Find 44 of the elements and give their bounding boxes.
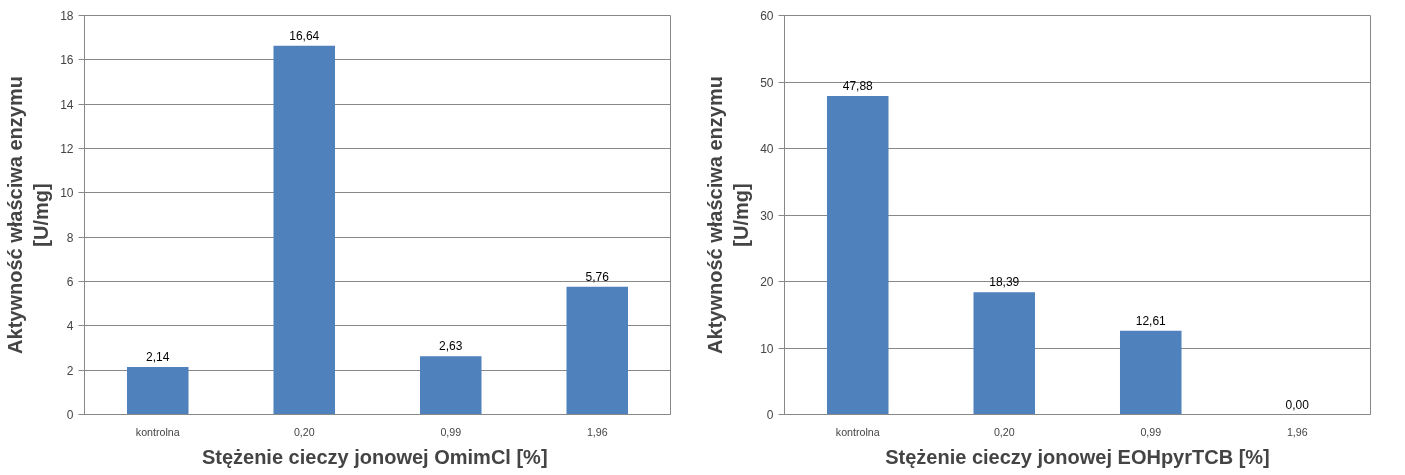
y-tick-label: 60 (760, 9, 774, 23)
data-label: 2,14 (146, 350, 170, 365)
y-tick-label: 4 (66, 319, 74, 334)
y-tick-label: 12 (60, 142, 74, 156)
x-tick-label: 0,20 (993, 425, 1015, 438)
y-tick-label: 20 (760, 275, 774, 289)
x-axis-title: Stężenie cieczy jonowej EOHpyrTCB [%] (885, 445, 1270, 468)
data-label: 16,64 (289, 28, 320, 43)
data-label: 12,61 (1135, 313, 1167, 328)
bar (1119, 330, 1182, 415)
data-label: 18,39 (989, 275, 1020, 290)
data-label: 2,63 (439, 339, 463, 354)
y-tick-label: 30 (760, 208, 774, 223)
data-label: 5,76 (585, 269, 610, 284)
y-axis-title: Aktywność właściwa enzymu [U/mg] (3, 76, 53, 354)
y-tick-label: 40 (760, 142, 774, 156)
x-tick-label: 1,96 (1286, 425, 1308, 438)
bar (973, 292, 1036, 415)
y-tick-label: 18 (60, 9, 74, 23)
bar (126, 367, 189, 415)
x-axis-title: Stężenie cieczy jonowej OmimCl [%] (201, 445, 548, 468)
bar (826, 96, 889, 415)
y-tick-label: 50 (760, 75, 774, 90)
x-tick-label: 0,99 (1140, 425, 1162, 438)
x-tick-label: 0,20 (293, 425, 315, 438)
x-tick-label: 1,96 (586, 425, 608, 438)
data-label: 47,88 (842, 79, 874, 94)
bar (273, 45, 336, 415)
y-tick-label: 8 (66, 230, 74, 245)
y-tick-label: 2 (66, 363, 74, 378)
bar (566, 286, 629, 415)
y-tick-label: 14 (60, 97, 74, 112)
y-tick-label: 10 (760, 341, 774, 356)
bar (419, 356, 482, 415)
x-tick-label: 0,99 (440, 425, 462, 438)
y-tick-label: 10 (60, 186, 74, 201)
y-tick-label: 6 (66, 275, 74, 289)
data-label: 0,00 (1285, 397, 1310, 412)
y-tick-label: 0 (766, 408, 774, 422)
y-tick-label: 16 (60, 53, 74, 68)
y-tick-label: 0 (66, 408, 74, 422)
y-axis-title: Aktywność właściwa enzymu [U/mg] (703, 76, 753, 354)
x-tick-label: kontrolna (835, 425, 880, 438)
x-tick-label: kontrolna (135, 425, 180, 438)
